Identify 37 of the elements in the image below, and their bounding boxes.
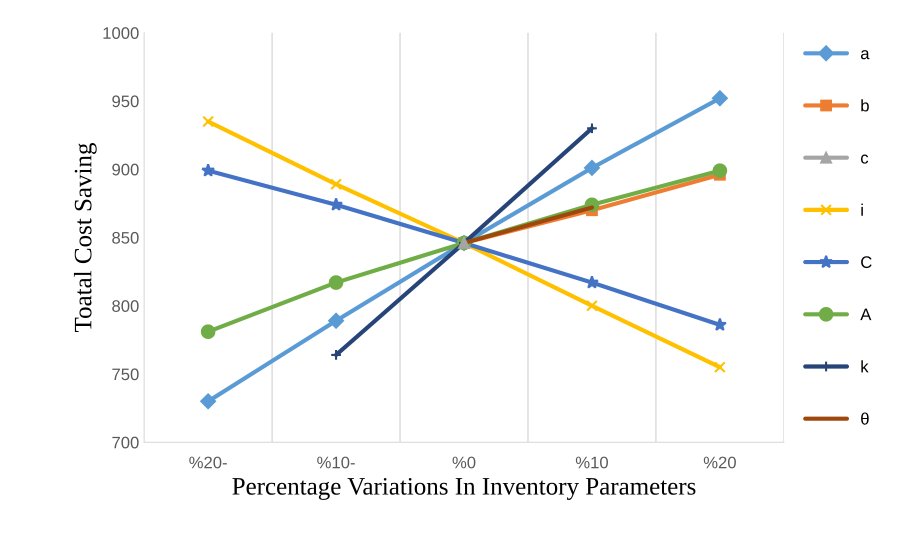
point	[330, 348, 342, 361]
legend-label: A	[860, 308, 872, 320]
x-axis-title: Percentage Variations In Inventory Parameters	[232, 478, 696, 500]
point	[328, 312, 344, 329]
point	[712, 163, 728, 178]
point	[201, 163, 216, 177]
x-tick-label: %20-	[189, 456, 227, 468]
point	[200, 393, 216, 410]
point	[714, 361, 726, 374]
legend-label: k	[861, 360, 869, 372]
legend-label: C	[861, 256, 872, 268]
x-tick-label: %20	[704, 456, 736, 468]
point	[584, 160, 600, 176]
point	[712, 90, 728, 106]
y-axis-title: Toatal Cost Saving	[74, 143, 97, 332]
legend-label: i	[861, 204, 863, 216]
point	[586, 122, 598, 134]
legend-label: b	[861, 99, 869, 112]
point	[329, 197, 344, 211]
y-tick-label: 750	[112, 368, 139, 380]
y-tick-label: 700	[112, 436, 139, 448]
point	[330, 178, 342, 190]
x-tick-label: %10	[576, 456, 608, 468]
legend-label: a	[860, 50, 870, 60]
legend-label: c	[860, 154, 868, 164]
y-tick-label: 850	[112, 232, 139, 244]
point	[202, 116, 214, 128]
point	[328, 275, 344, 290]
y-tick-label: 950	[112, 95, 139, 108]
x-tick-label: %10-	[317, 456, 355, 468]
y-tick-label: 1000	[103, 27, 139, 39]
legend-label: θ	[861, 412, 869, 425]
point	[586, 300, 598, 312]
y-tick-label: 900	[112, 164, 139, 176]
y-tick-label: 800	[112, 300, 139, 312]
point	[200, 324, 216, 339]
x-tick-label: %0	[452, 456, 476, 468]
